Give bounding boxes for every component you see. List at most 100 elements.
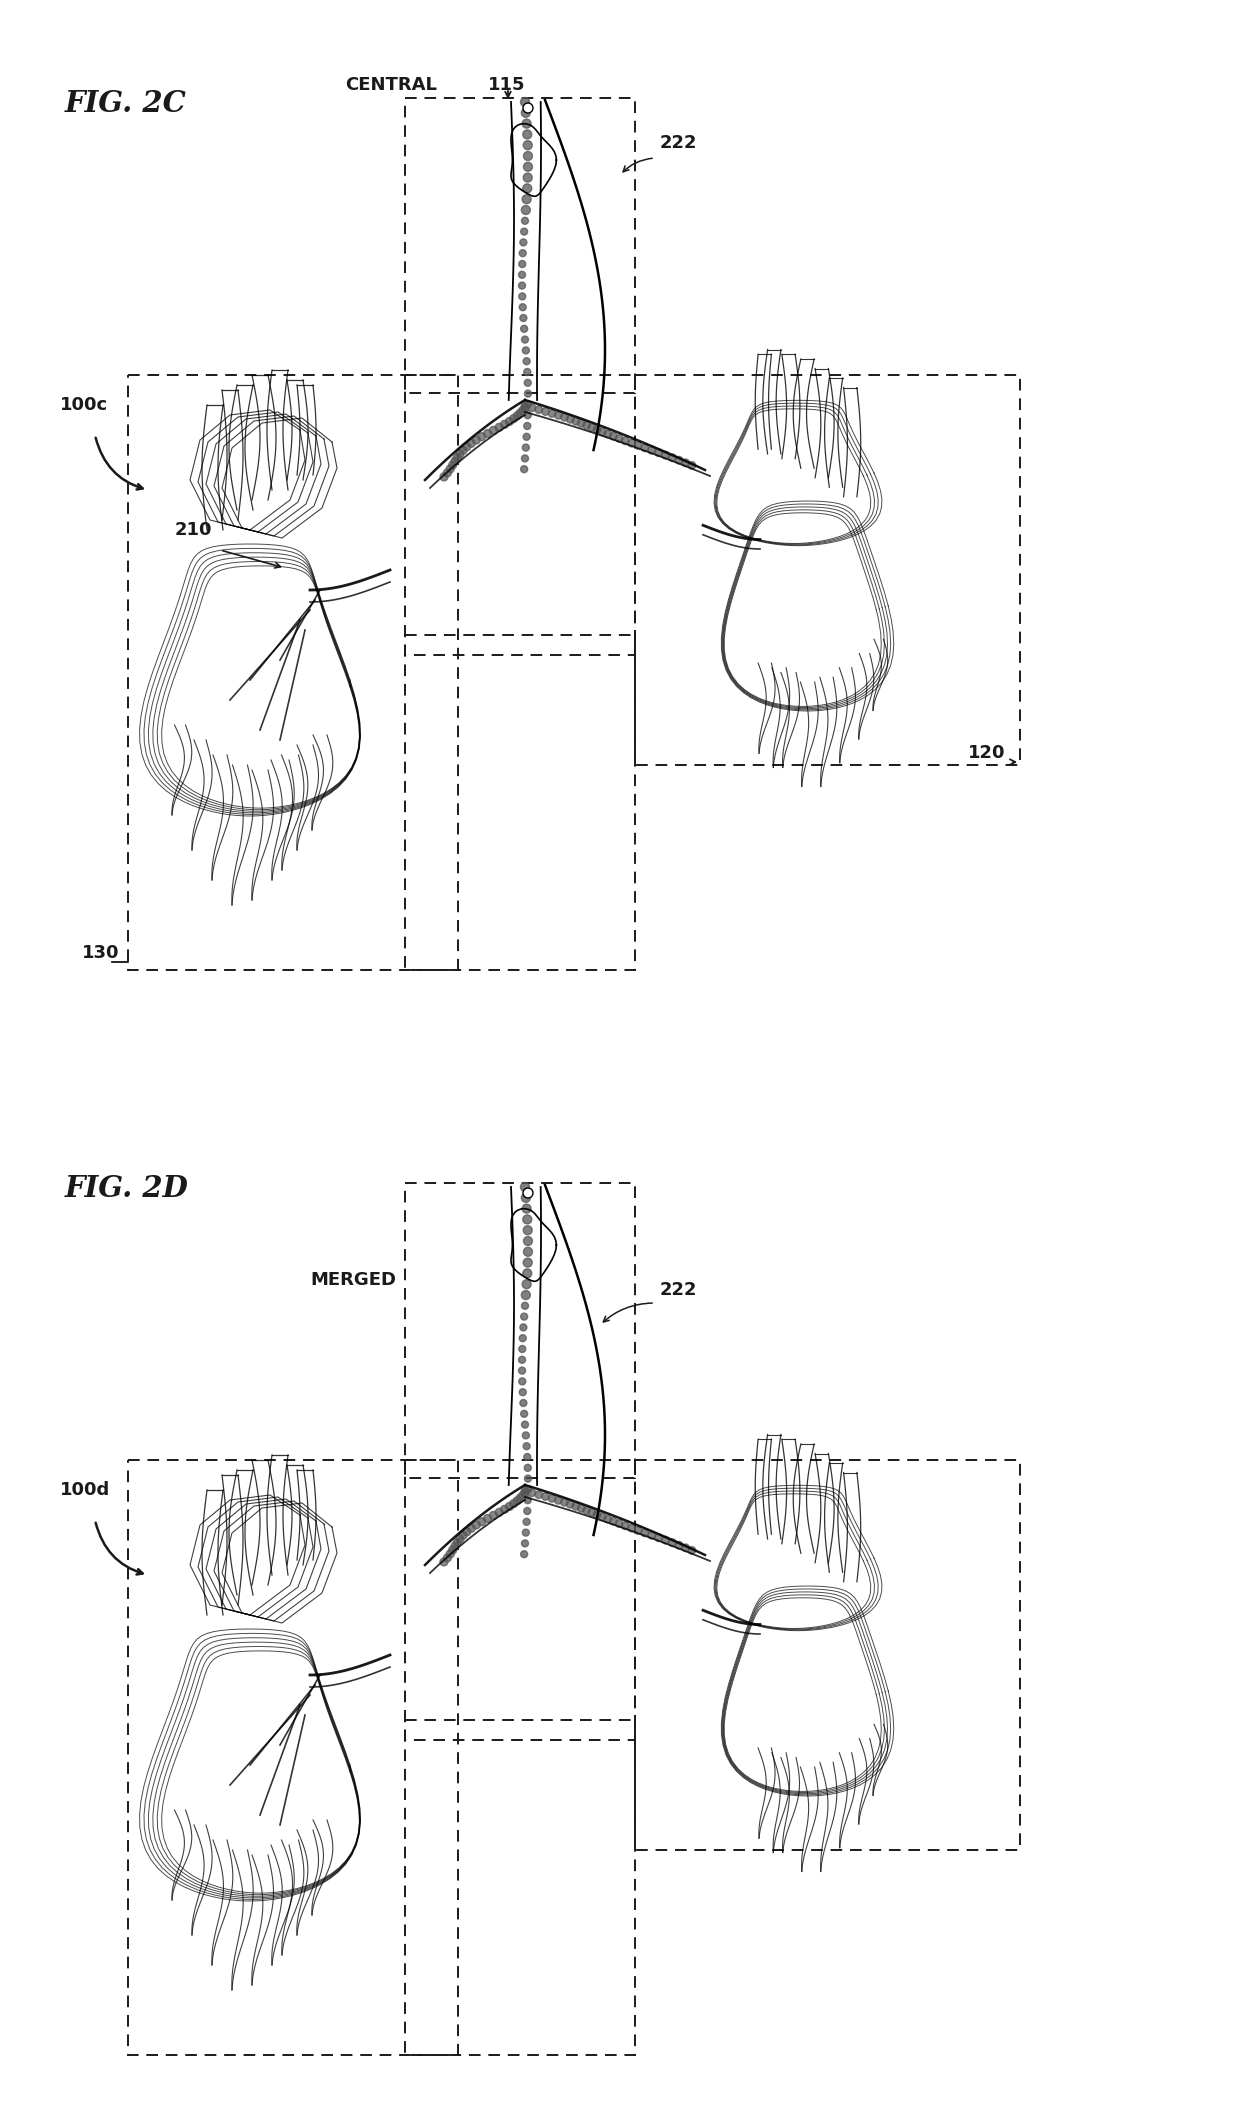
Bar <box>405 636 635 969</box>
Circle shape <box>525 1497 531 1504</box>
Circle shape <box>513 1497 521 1506</box>
Circle shape <box>610 1516 618 1525</box>
Circle shape <box>525 1474 532 1483</box>
Circle shape <box>522 218 528 224</box>
Text: FIG. 2C: FIG. 2C <box>64 89 187 118</box>
Circle shape <box>521 97 529 106</box>
Circle shape <box>516 1493 525 1502</box>
Text: 100c: 100c <box>60 397 108 414</box>
Circle shape <box>560 1500 568 1506</box>
Circle shape <box>521 401 528 410</box>
Circle shape <box>456 450 464 458</box>
Circle shape <box>440 1559 448 1565</box>
Circle shape <box>647 446 656 454</box>
Circle shape <box>572 418 579 425</box>
Circle shape <box>682 458 689 467</box>
Bar <box>405 376 635 655</box>
Circle shape <box>668 454 676 463</box>
Circle shape <box>516 410 525 418</box>
Circle shape <box>655 1533 662 1542</box>
Text: 130: 130 <box>82 944 119 961</box>
Circle shape <box>548 1495 556 1502</box>
Circle shape <box>522 1280 531 1288</box>
Circle shape <box>523 1236 532 1246</box>
Circle shape <box>510 414 517 422</box>
Circle shape <box>518 283 526 289</box>
Circle shape <box>521 1411 528 1417</box>
Circle shape <box>523 1248 532 1257</box>
Circle shape <box>523 103 533 114</box>
Circle shape <box>588 425 595 431</box>
Circle shape <box>627 439 635 448</box>
Circle shape <box>604 1514 611 1523</box>
Circle shape <box>635 1527 642 1533</box>
Circle shape <box>521 108 531 118</box>
Circle shape <box>518 294 526 300</box>
Circle shape <box>520 1335 526 1341</box>
Circle shape <box>451 456 459 465</box>
Circle shape <box>641 1529 649 1538</box>
Circle shape <box>501 1506 508 1514</box>
Circle shape <box>525 391 532 397</box>
Circle shape <box>451 1542 459 1550</box>
Circle shape <box>604 431 611 437</box>
Circle shape <box>523 184 532 192</box>
Circle shape <box>510 1500 517 1508</box>
Circle shape <box>528 403 536 412</box>
Circle shape <box>518 1345 526 1352</box>
Circle shape <box>456 1535 464 1544</box>
Circle shape <box>520 1390 526 1396</box>
Circle shape <box>518 1491 527 1500</box>
Circle shape <box>534 1491 543 1497</box>
Circle shape <box>522 336 528 342</box>
Circle shape <box>688 1546 696 1554</box>
Circle shape <box>459 1531 467 1540</box>
Circle shape <box>521 467 528 473</box>
Circle shape <box>534 406 543 414</box>
Circle shape <box>521 1290 531 1299</box>
Circle shape <box>444 469 451 477</box>
Circle shape <box>522 1432 529 1438</box>
Circle shape <box>525 1464 531 1472</box>
Bar <box>128 376 458 969</box>
Circle shape <box>521 1487 528 1495</box>
Circle shape <box>440 473 448 482</box>
Bar <box>635 376 1021 765</box>
Circle shape <box>641 444 649 452</box>
Circle shape <box>523 1225 532 1236</box>
Circle shape <box>467 1525 475 1533</box>
Circle shape <box>523 1519 531 1525</box>
Circle shape <box>523 422 531 429</box>
Circle shape <box>522 346 529 355</box>
Circle shape <box>522 194 531 203</box>
Circle shape <box>459 446 467 454</box>
Circle shape <box>518 406 527 414</box>
Circle shape <box>583 422 590 429</box>
Circle shape <box>520 315 527 321</box>
Circle shape <box>572 1502 579 1510</box>
Circle shape <box>676 456 683 465</box>
Circle shape <box>554 1497 562 1504</box>
Circle shape <box>615 435 622 441</box>
Circle shape <box>662 452 670 458</box>
Bar <box>405 1719 635 2055</box>
Circle shape <box>444 1554 451 1563</box>
Text: FIG. 2D: FIG. 2D <box>64 1174 188 1204</box>
Circle shape <box>522 1540 528 1546</box>
Circle shape <box>523 163 532 171</box>
Circle shape <box>495 422 503 431</box>
Text: 210: 210 <box>175 522 212 539</box>
Circle shape <box>522 1204 531 1212</box>
Circle shape <box>523 357 531 365</box>
Circle shape <box>542 408 549 416</box>
Circle shape <box>518 270 526 279</box>
Circle shape <box>477 433 486 441</box>
Circle shape <box>523 152 532 161</box>
Circle shape <box>449 1546 456 1554</box>
Circle shape <box>528 1489 536 1497</box>
Circle shape <box>521 1193 531 1202</box>
Text: MERGED: MERGED <box>310 1271 396 1288</box>
Circle shape <box>495 1508 503 1516</box>
Circle shape <box>523 131 532 139</box>
Circle shape <box>554 412 562 418</box>
